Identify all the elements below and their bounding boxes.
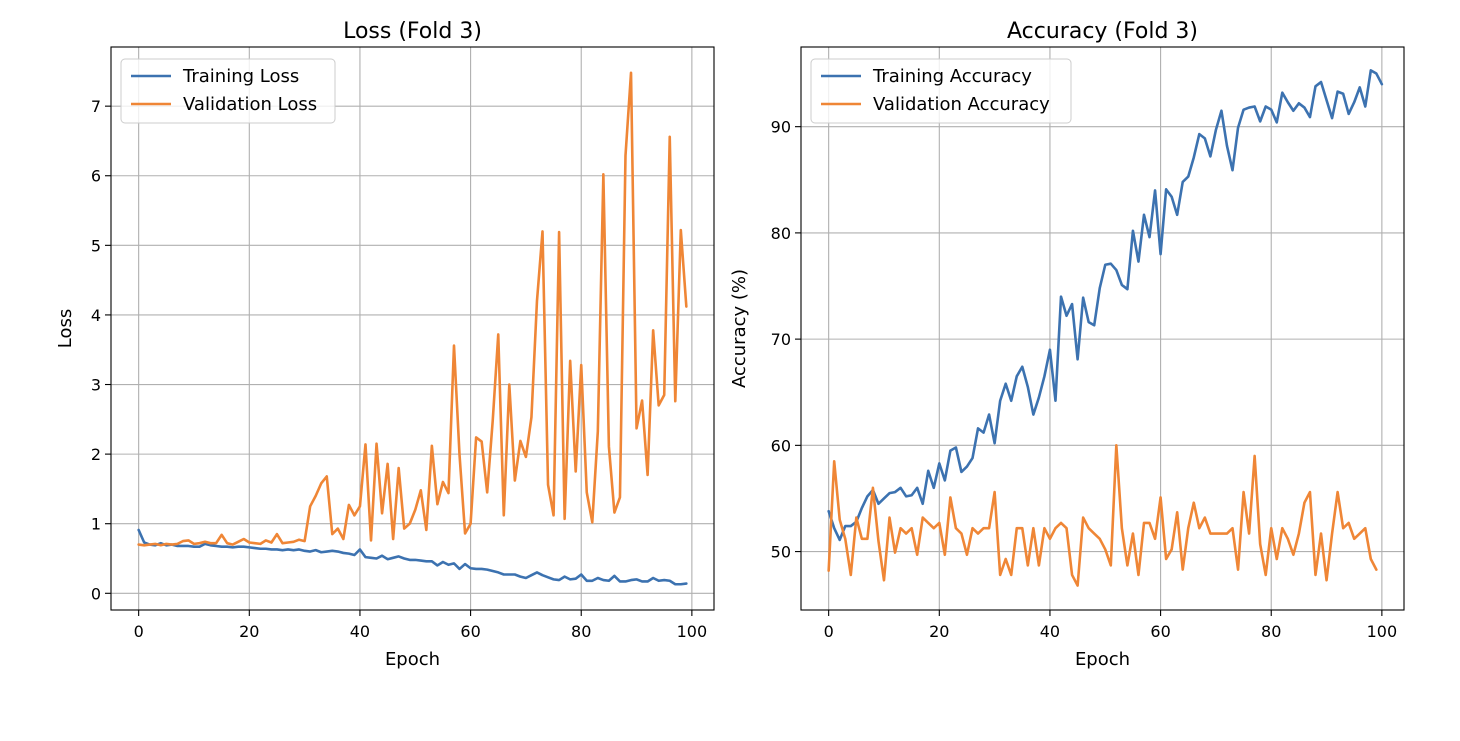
loss-y-axis-label: Loss [55,309,76,348]
legend-label-validation-loss: Validation Loss [183,94,317,115]
y-tick-label: 50 [771,543,791,562]
x-tick-label: 60 [460,622,480,641]
loss-y-ticks: 0 1 2 3 4 5 6 7 [91,97,111,603]
y-tick-label: 70 [771,330,791,349]
series-line-training [137,528,688,586]
series-line-validation [827,444,1378,587]
accuracy-legend-box [810,58,1072,124]
y-tick-label: 6 [91,167,101,186]
series-line-validation [137,71,688,547]
x-tick-label: 0 [824,622,834,641]
accuracy-chart-title: Accuracy (Fold 3) [1007,19,1198,44]
y-tick-label: 60 [771,436,791,455]
legend-label-validation-accuracy: Validation Accuracy [873,94,1050,115]
x-tick-label: 60 [1150,622,1170,641]
loss-grid [111,47,714,610]
legend-label-training-loss: Training Loss [182,66,299,87]
y-tick-label: 2 [91,445,101,464]
loss-axes-frame [110,46,715,611]
accuracy-x-ticks: 0 20 40 60 80 100 [824,610,1398,641]
series-line-training [827,69,1384,542]
x-tick-label: 20 [239,622,259,641]
loss-series [137,71,688,586]
x-tick-label: 80 [1261,622,1281,641]
x-tick-label: 80 [571,622,591,641]
accuracy-axes-frame [800,46,1405,611]
x-tick-label: 100 [1367,622,1398,641]
loss-legend: Training Loss Validation Loss [120,58,336,124]
loss-x-axis-label: Epoch [385,649,440,670]
accuracy-y-axis-label: Accuracy (%) [729,269,750,388]
accuracy-x-axis-label: Epoch [1075,649,1130,670]
x-tick-label: 20 [929,622,949,641]
y-tick-label: 0 [91,584,101,603]
accuracy-grid [801,47,1404,610]
legend-label-training-accuracy: Training Accuracy [872,66,1032,87]
loss-chart-title: Loss (Fold 3) [343,19,482,44]
accuracy-y-ticks: 50 60 70 80 90 [771,118,801,562]
y-tick-label: 1 [91,515,101,534]
accuracy-plot-area [801,47,1404,610]
y-tick-label: 90 [771,118,791,137]
loss-legend-box [120,58,336,124]
x-tick-label: 0 [134,622,144,641]
loss-x-ticks: 0 20 40 60 80 100 [134,610,708,641]
x-tick-label: 40 [350,622,370,641]
y-tick-label: 5 [91,236,101,255]
x-tick-label: 100 [677,622,708,641]
x-tick-label: 40 [1040,622,1060,641]
y-tick-label: 80 [771,224,791,243]
accuracy-chart: 0 20 40 60 80 100 50 60 70 80 90 Accuracy (Fold 3… [729,19,1405,670]
loss-chart: 0 20 40 60 80 100 0 1 2 3 4 5 6 7 Loss (Fold 3) Epoc… [55,19,715,670]
y-tick-label: 7 [91,97,101,116]
y-tick-label: 3 [91,376,101,395]
y-tick-label: 4 [91,306,101,325]
accuracy-series [827,69,1384,587]
accuracy-legend: Training Accuracy Validation Accuracy [810,58,1072,124]
